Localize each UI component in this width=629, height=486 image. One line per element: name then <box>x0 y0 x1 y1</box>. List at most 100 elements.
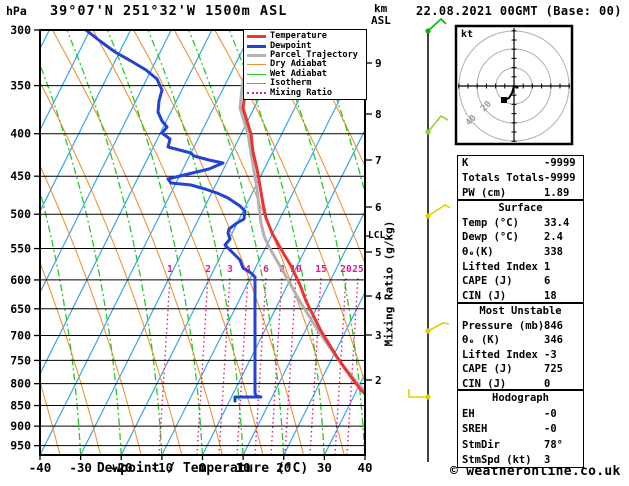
legend-item-label: Mixing Ratio <box>270 87 333 98</box>
stat-label: StmSpd (kt) <box>462 454 532 467</box>
stat-label: Lifted Index <box>462 260 538 273</box>
mixing-ratio-value-label: 25 <box>352 264 364 275</box>
altitude-tick-label: 9 <box>375 57 382 70</box>
stat-label: Lifted Index <box>462 348 538 361</box>
legend-list: Temperature Dewpoint Parcel Trajectory Dry … <box>247 32 366 98</box>
most-unstable-rows: Pressure (mb) 846 θₑ (K) 346 Lifted Index -3 C… <box>458 319 583 392</box>
altitude-tick-label: 7 <box>375 154 382 167</box>
stat-row: CAPE (J) 6 <box>458 274 583 289</box>
hodograph-trace-end-marker <box>501 97 507 103</box>
stat-label: θₑ (K) <box>462 334 500 346</box>
legend-item: Isotherm <box>247 79 366 88</box>
altitude-tick-label: 8 <box>375 108 382 121</box>
wet-adiabat-line <box>66 31 163 454</box>
stat-value: -0 <box>544 423 557 436</box>
stat-label: Pressure (mb) <box>462 319 545 332</box>
dry-adiabat-line <box>580 30 629 455</box>
temperature-tick-label: 20 <box>276 460 291 475</box>
pressure-tick-label: 950 <box>10 439 31 453</box>
wind-barb-dot <box>425 328 431 334</box>
stat-row: CIN (J) 18 <box>458 289 583 304</box>
stat-row: Lifted Index 1 <box>458 260 583 275</box>
pressure-tick-label: 850 <box>10 399 31 413</box>
stat-label: SREH <box>462 423 488 436</box>
wet-adiabat-line <box>188 31 285 454</box>
stat-value: 33.4 <box>544 216 570 229</box>
altitude-tick-label: 4 <box>375 290 382 303</box>
legend-item: Parcel Trajectory <box>247 50 366 60</box>
isotherm-line <box>41 31 172 292</box>
stat-value: 846 <box>544 319 563 332</box>
stat-value: -9999 <box>544 157 576 169</box>
mixing-ratio-line <box>284 276 297 454</box>
stat-row: Dewp (°C) 2.4 <box>458 230 583 245</box>
stat-row: PW (cm) 1.89 <box>458 186 583 201</box>
temperature-tick-label: -40 <box>29 460 52 475</box>
dewpoint-curve <box>84 31 263 403</box>
temperature-tick-label: 40 <box>357 460 372 475</box>
legend-item-label: Wet Adiabat <box>270 68 327 79</box>
stat-value: 2.4 <box>544 231 563 244</box>
temperature-tick-label: -30 <box>69 460 92 475</box>
altitude-tick-label: 5 <box>375 246 382 259</box>
wind-barb-dot <box>425 129 431 135</box>
pressure-tick-label: 750 <box>10 353 31 367</box>
run-datetime: 22.08.2021 00GMT (Base: 00) <box>416 4 622 18</box>
legend-item: Wet Adiabat <box>247 68 366 79</box>
wet-adiabat-line <box>147 31 244 454</box>
stat-label: Dewp (°C) <box>462 231 519 244</box>
isotherm-line <box>0 30 9 455</box>
temperature-tick-label: -20 <box>110 460 133 475</box>
page-title: 39°07'N 251°32'W 1500m ASL <box>50 3 288 19</box>
mixing-ratio-line <box>334 276 347 454</box>
most-unstable-box: Most Unstable Pressure (mb) 846 θₑ (K) 346 L… <box>457 303 584 390</box>
wet-adiabat-line <box>595 30 629 455</box>
wind-barb <box>408 389 428 398</box>
legend-item: Mixing Ratio <box>247 88 366 97</box>
temperature-tick-label: 30 <box>317 460 332 475</box>
surface-rows: Temp (°C) 33.4 Dewp (°C) 2.4 θₑ(K) 338 Lifted … <box>458 216 583 304</box>
hodograph-rows: EH -0 SREH -0 StmDir 78° StmSpd (kt) 3 <box>458 407 583 469</box>
legend-item-label: Temperature <box>270 31 327 42</box>
stat-value: 78° <box>544 438 563 451</box>
indices-box: K -9999 Totals Totals -9999 PW (cm) 1.89 <box>457 155 584 200</box>
temperature-tick-label: -10 <box>151 460 174 475</box>
legend-item-label: Dry Adiabat <box>270 59 327 70</box>
pressure-axis-unit: hPa <box>6 4 27 18</box>
mixing-ratio-line <box>346 276 359 454</box>
surface-box-title: Surface <box>498 202 543 214</box>
stat-label: Totals Totals <box>462 172 545 184</box>
altitude-axis-unit-asl: ASL <box>371 14 391 27</box>
stat-row: StmSpd (kt) 3 <box>458 453 583 469</box>
stat-row: Totals Totals -9999 <box>458 171 583 186</box>
stat-label: CIN (J) <box>462 377 507 390</box>
wind-barb <box>427 114 449 133</box>
dry-adiabat-line <box>41 263 101 454</box>
pressure-tick-label: 450 <box>10 169 31 183</box>
legend-swatch-dry-adiabat <box>247 64 266 66</box>
stat-label: Temp (°C) <box>462 216 519 229</box>
wet-adiabat-line <box>107 31 203 454</box>
wet-adiabat-line <box>41 65 122 454</box>
legend-swatch-parcel-trajectory <box>247 53 266 57</box>
legend-swatch-temperature <box>247 35 266 39</box>
mixing-ratio-line <box>254 276 267 454</box>
stat-label: θₑ(K) <box>462 246 494 259</box>
plot-frame <box>39 29 366 456</box>
altitude-tick-label: 6 <box>375 201 382 214</box>
stat-row: θₑ (K) 346 <box>458 333 583 348</box>
legend: Temperature Dewpoint Parcel Trajectory Dry … <box>243 29 367 100</box>
stat-label: EH <box>462 407 475 420</box>
pressure-tick-label: 500 <box>10 207 31 221</box>
mixing-ratio-value-label: 20 <box>340 264 352 275</box>
stat-row: CAPE (J) 725 <box>458 362 583 377</box>
isotherm-line <box>41 31 91 130</box>
mixing-ratio-value-label: 15 <box>315 264 327 275</box>
dry-adiabat-line <box>133 31 304 454</box>
temperature-tick-label: 10 <box>236 460 251 475</box>
stat-value: 6 <box>544 275 551 288</box>
legend-item: Dry Adiabat <box>247 60 366 69</box>
stat-row: StmDir 78° <box>458 438 583 454</box>
mixing-ratio-line <box>158 276 171 454</box>
hodograph-unit-label: kt <box>461 29 474 40</box>
